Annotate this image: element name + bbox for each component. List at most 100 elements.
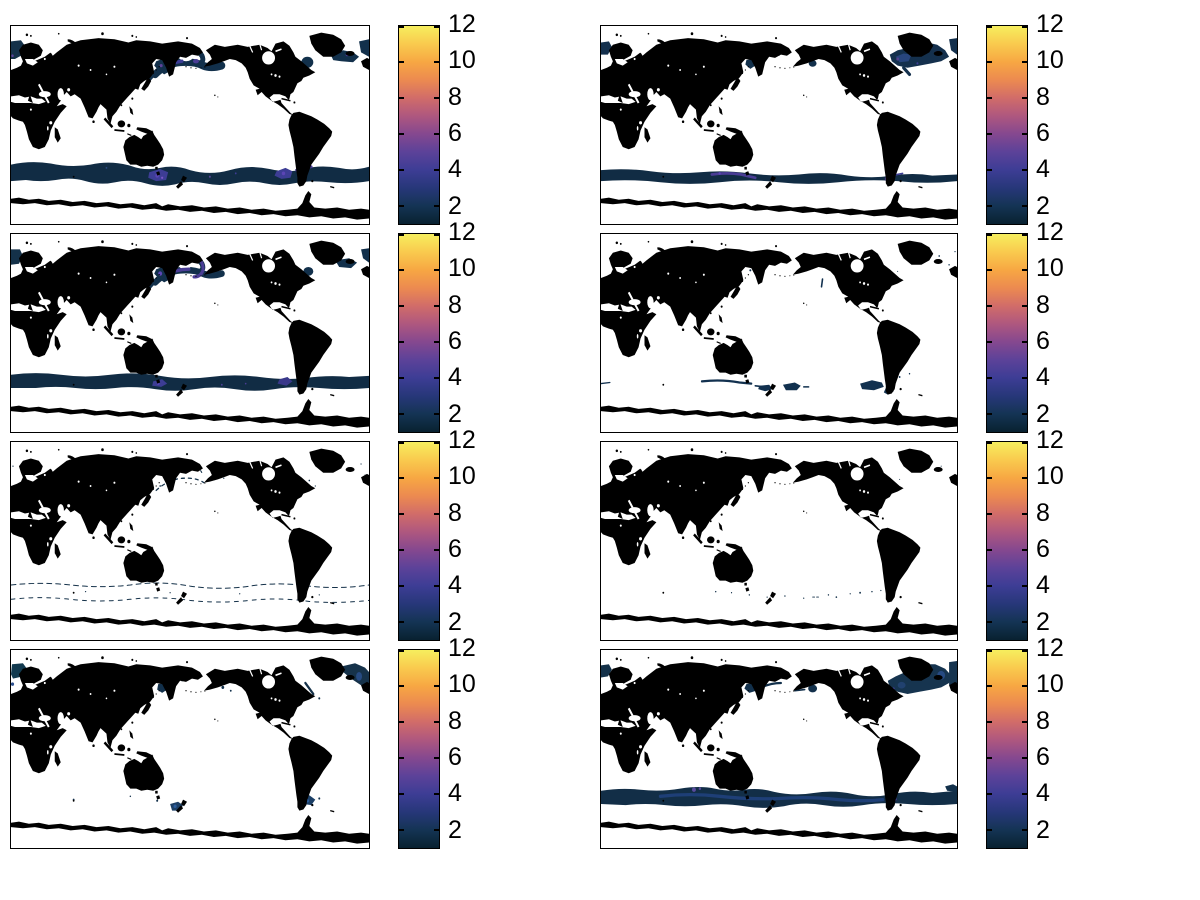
data-region	[356, 672, 363, 681]
colorbar-tick-label: 10	[1036, 462, 1064, 491]
colorbar-tick-label: 2	[448, 607, 462, 636]
data-region	[808, 684, 818, 693]
colorbar-tick	[1022, 585, 1027, 587]
colorbar-tick-label: 12	[1036, 218, 1064, 246]
colorbar-tick	[1022, 377, 1027, 379]
colorbar-tick	[987, 477, 992, 479]
colorbar-tick	[399, 377, 404, 379]
colorbar-tick	[434, 377, 439, 379]
colorbar-tick	[434, 621, 439, 623]
world-map-r1c1	[10, 25, 370, 225]
colorbar-tick	[399, 793, 404, 795]
data-region	[897, 681, 906, 689]
colorbar-tick-label: 6	[448, 743, 462, 772]
colorbar-tick	[399, 234, 404, 236]
map-svg-r3c2	[601, 446, 957, 637]
data-region	[948, 264, 950, 266]
data-region	[859, 591, 861, 594]
colorbar-tick-label: 10	[1036, 670, 1064, 699]
colorbar-tick-label: 2	[448, 815, 462, 844]
colorbar-tick	[987, 413, 992, 415]
colorbar-tick-label: 12	[1036, 634, 1064, 662]
data-region	[658, 793, 885, 803]
colorbar-tick	[399, 513, 404, 515]
colorbar-tick	[399, 442, 404, 444]
data-region	[938, 255, 940, 257]
data-region	[308, 479, 311, 482]
colorbar-tick	[434, 793, 439, 795]
data-region	[691, 787, 696, 792]
colorbar-tick-label: 2	[1036, 191, 1050, 220]
data-region	[835, 596, 838, 598]
colorbar-tick	[399, 97, 404, 99]
data-region	[916, 62, 919, 65]
colorbar-tick	[1022, 549, 1027, 551]
colorbar-tick	[434, 585, 439, 587]
colorbar-tick	[1022, 341, 1027, 343]
colorbar-tick	[987, 26, 992, 28]
colorbar-tick-label: 6	[1036, 535, 1050, 564]
colorbar-tick-label: 8	[448, 498, 462, 527]
colorbar-tick-label: 4	[1036, 779, 1050, 808]
colorbar-tick	[987, 97, 992, 99]
data-region	[360, 463, 362, 465]
data-region	[758, 384, 774, 392]
data-overlay-r4c2	[601, 661, 957, 808]
map-svg-r2c1	[11, 238, 369, 429]
data-region	[898, 376, 901, 378]
colorbar-tick-label: 2	[1036, 607, 1050, 636]
colorbar-tick	[399, 305, 404, 307]
colorbar-tick	[399, 721, 404, 723]
world-map-r3c1	[10, 441, 370, 641]
colorbar-tick	[399, 549, 404, 551]
data-region	[152, 379, 168, 387]
colorbar-tick	[987, 169, 992, 171]
colorbar-tick	[987, 721, 992, 723]
data-region	[159, 485, 161, 487]
colorbar-r4c2	[986, 649, 1028, 849]
data-region	[715, 590, 717, 593]
world-map-r1c2	[600, 25, 958, 225]
colorbar-tick	[987, 205, 992, 207]
colorbar-tick-label: 2	[1036, 399, 1050, 428]
colorbar-r3c2	[986, 441, 1028, 641]
data-region	[730, 592, 733, 594]
data-region	[11, 373, 369, 391]
data-region	[229, 689, 232, 692]
colorbar-tick-label: 8	[448, 290, 462, 319]
data-region	[784, 595, 786, 597]
map-svg-r4c1	[11, 654, 369, 845]
data-region	[897, 270, 899, 272]
colorbar-tick	[434, 442, 439, 444]
map-svg-r4c2	[601, 654, 957, 845]
colorbar-tick	[1022, 829, 1027, 831]
colorbar-tick	[987, 377, 992, 379]
colorbar-tick	[399, 133, 404, 135]
colorbar-tick	[399, 650, 404, 652]
data-region	[860, 380, 884, 391]
colorbar-tick	[434, 650, 439, 652]
colorbar-tick	[434, 169, 439, 171]
colorbar-tick	[1022, 793, 1027, 795]
data-overlay-r3c2	[715, 465, 942, 599]
colorbar-tick	[1022, 61, 1027, 63]
data-region	[208, 175, 211, 178]
data-region	[318, 797, 321, 800]
data-region	[359, 39, 369, 57]
data-region	[155, 477, 205, 492]
data-overlay-r2c1	[11, 248, 369, 391]
colorbar-tick	[434, 26, 439, 28]
data-overlay-r2c2	[601, 250, 956, 395]
colorbar-tick-label: 2	[448, 191, 462, 220]
colorbar-tick-label: 8	[1036, 82, 1050, 111]
colorbar-tick-label: 6	[1036, 119, 1050, 148]
data-region	[945, 784, 957, 792]
colorbar-tick	[987, 133, 992, 135]
colorbar-tick	[1022, 234, 1027, 236]
colorbar-tick	[434, 829, 439, 831]
land-mask	[11, 446, 369, 637]
colorbar-tick-label: 4	[1036, 363, 1050, 392]
colorbar-tick	[399, 205, 404, 207]
map-svg-r3c1	[11, 446, 369, 637]
colorbar-tick-label: 12	[448, 634, 476, 662]
